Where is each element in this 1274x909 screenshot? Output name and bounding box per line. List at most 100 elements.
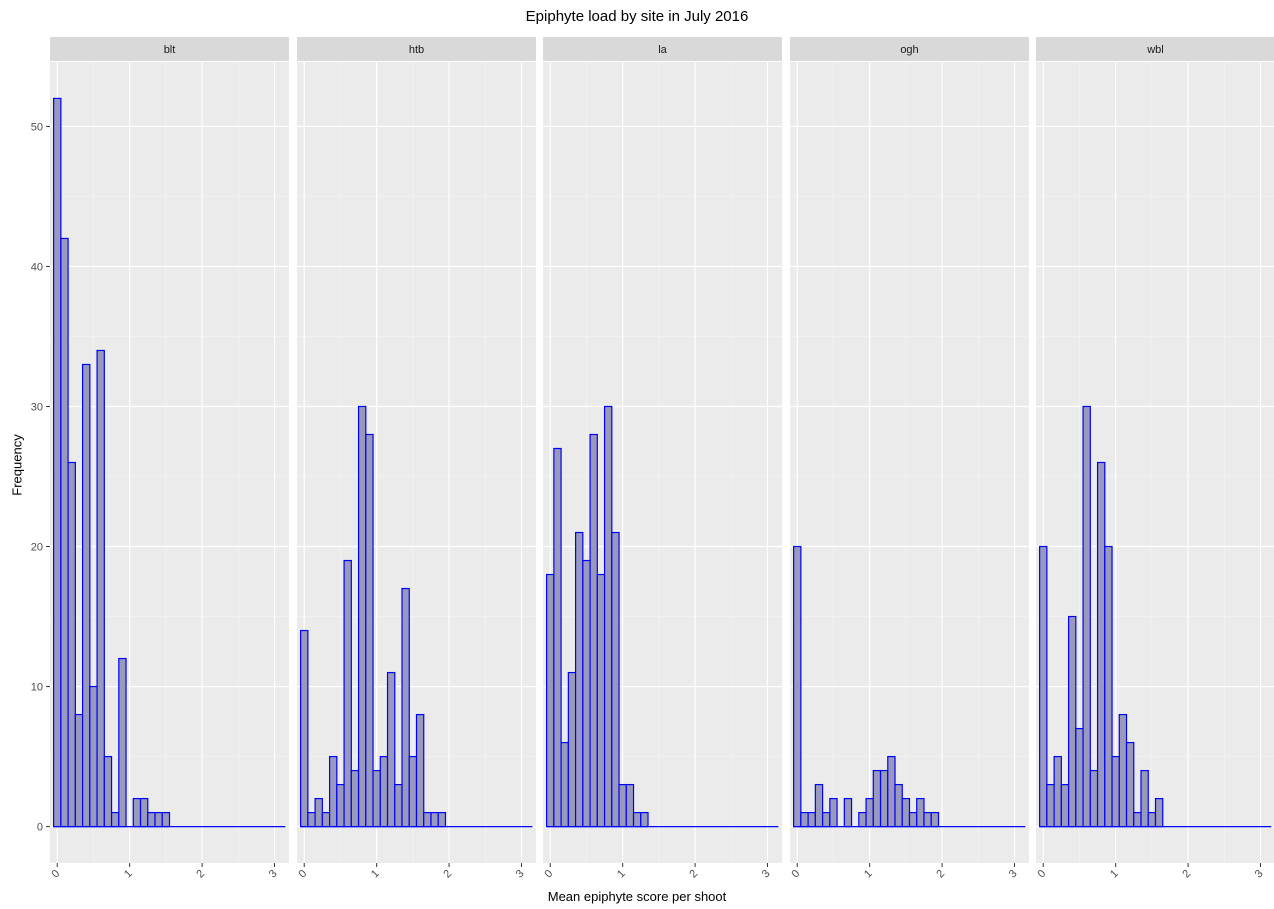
x-tick-label: 3 [514,868,527,881]
histogram-bar [625,783,635,828]
histogram-bar [81,363,91,828]
facet-strip [543,37,782,61]
histogram-bar [1039,545,1048,828]
y-tick-label: 50 [31,121,43,133]
y-tick-label: 40 [31,261,43,273]
histogram-bar [1154,797,1164,828]
histogram-bar [89,685,98,828]
x-tick-label: 1 [1108,868,1121,881]
histogram-bar [640,811,649,828]
x-tick-label: 2 [687,868,700,881]
histogram-bar [118,657,127,828]
histogram-bar [161,811,171,828]
histogram-bar [814,783,824,828]
y-tick-label: 0 [37,822,43,834]
histogram-bar [807,811,816,828]
histogram-bar [60,237,69,828]
histogram-bar [408,755,418,828]
histogram-bar [437,811,447,828]
histogram-bar [829,797,838,828]
histogram-bar [139,797,149,828]
x-tick-label: 1 [122,868,135,881]
histogram-bar [394,783,403,828]
histogram-bar [1140,769,1149,828]
histogram-bar [574,531,584,828]
histogram-bar [336,783,345,828]
facet-strip [1036,37,1274,61]
facet-panel-htb: htb 0 1 2 3 [297,37,536,880]
facet-strip [50,37,289,61]
histogram-bar [53,97,62,828]
x-tick-label: 1 [862,868,875,881]
histogram-bar [618,783,627,828]
facet-strip-label: blt [164,44,176,56]
x-tick-label: 2 [441,868,454,881]
histogram-bar [430,811,439,828]
histogram-bar [603,405,613,828]
histogram-bar [865,797,874,828]
x-tick-label: 1 [369,868,382,881]
histogram-bar [843,797,853,828]
histogram-bar [589,433,598,828]
histogram-bar [314,797,323,828]
histogram-bar [821,811,831,828]
facet-panel-la: la 0 1 2 3 [543,37,782,880]
x-tick-label: 3 [1007,868,1020,881]
histogram-bar [632,811,642,828]
histogram-bar [350,769,360,828]
histogram-bar [916,797,925,828]
histogram-bar [103,755,113,828]
histogram-bar [1147,811,1157,828]
facet-panel-wbl: wbl 0 1 2 3 [1036,37,1274,880]
histogram-bar [901,797,911,828]
histogram-bar [800,811,809,828]
facet-panel-blt: blt 0 1 2 3 [50,37,289,880]
histogram-bar [321,811,331,828]
histogram-bar [328,755,338,828]
histogram-bar [67,461,76,828]
histogram-bar [923,811,932,828]
x-tick-label: 3 [267,868,280,881]
histogram-bar [372,769,381,828]
histogram-bar [553,447,562,828]
histogram-bar [872,769,882,828]
histogram-bar [74,713,84,828]
histogram-bar [567,671,577,828]
facet-strip-label: htb [409,44,424,56]
histogram-bar [1118,713,1128,828]
facet-strip [297,37,536,61]
histogram-bar [132,797,142,828]
facet-strip-label: wbl [1146,44,1164,56]
histogram-bar [379,755,389,828]
histogram-bar [930,811,940,828]
histogram-bar [154,811,163,828]
histogram-bar [1111,755,1120,828]
histogram-bar [546,573,555,828]
x-tick-label: 0 [50,868,63,881]
histogram-bar [1104,545,1113,828]
histogram-bar [1096,461,1106,828]
histogram-bar [894,783,903,828]
x-tick-label: 0 [1036,868,1049,881]
histogram-bar [423,811,432,828]
y-tick-label: 10 [31,682,43,694]
facet-strip [790,37,1029,61]
histogram-bar [1133,811,1142,828]
histogram-bar [300,629,309,828]
x-tick-label: 0 [297,868,310,881]
histogram-bar [147,811,156,828]
x-tick-label: 0 [790,868,803,881]
facet-panel-ogh: ogh 0 1 2 3 [790,37,1029,880]
x-tick-label: 0 [543,868,556,881]
x-tick-label: 2 [934,868,947,881]
histogram-bar [96,349,105,828]
panel-background [790,62,1029,863]
x-tick-label: 3 [760,868,773,881]
histogram-bar [110,811,120,828]
facet-strip-label: ogh [900,44,918,56]
histogram-bar [307,811,316,828]
histogram-bar [1089,769,1099,828]
histogram-bar [1060,783,1070,828]
facet-strip-label: la [658,44,667,56]
x-tick-label: 2 [194,868,207,881]
